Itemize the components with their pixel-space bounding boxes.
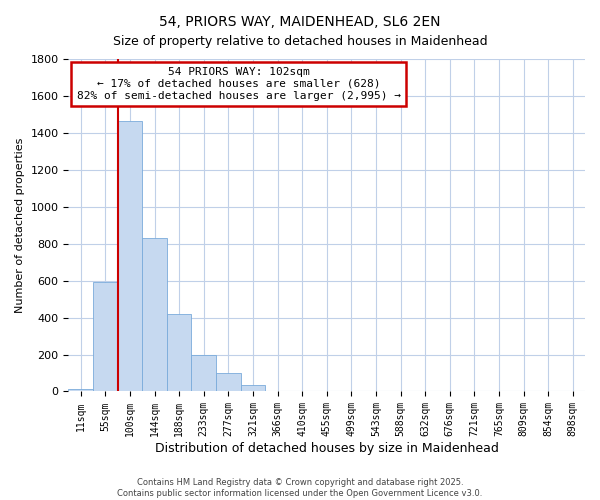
Text: 54, PRIORS WAY, MAIDENHEAD, SL6 2EN: 54, PRIORS WAY, MAIDENHEAD, SL6 2EN [159, 15, 441, 29]
Bar [142, 238, 167, 392]
Text: 54 PRIORS WAY: 102sqm
← 17% of detached houses are smaller (628)
82% of semi-det: 54 PRIORS WAY: 102sqm ← 17% of detached … [77, 68, 401, 100]
Bar [265, 390, 290, 392]
Bar [167, 314, 191, 392]
Bar [93, 282, 118, 392]
Bar [118, 121, 142, 392]
Bar [191, 354, 216, 392]
Bar [68, 388, 93, 392]
Bar [216, 373, 241, 392]
Text: Contains HM Land Registry data © Crown copyright and database right 2025.
Contai: Contains HM Land Registry data © Crown c… [118, 478, 482, 498]
Y-axis label: Number of detached properties: Number of detached properties [15, 138, 25, 313]
X-axis label: Distribution of detached houses by size in Maidenhead: Distribution of detached houses by size … [155, 442, 499, 455]
Text: Size of property relative to detached houses in Maidenhead: Size of property relative to detached ho… [113, 35, 487, 48]
Bar [241, 385, 265, 392]
